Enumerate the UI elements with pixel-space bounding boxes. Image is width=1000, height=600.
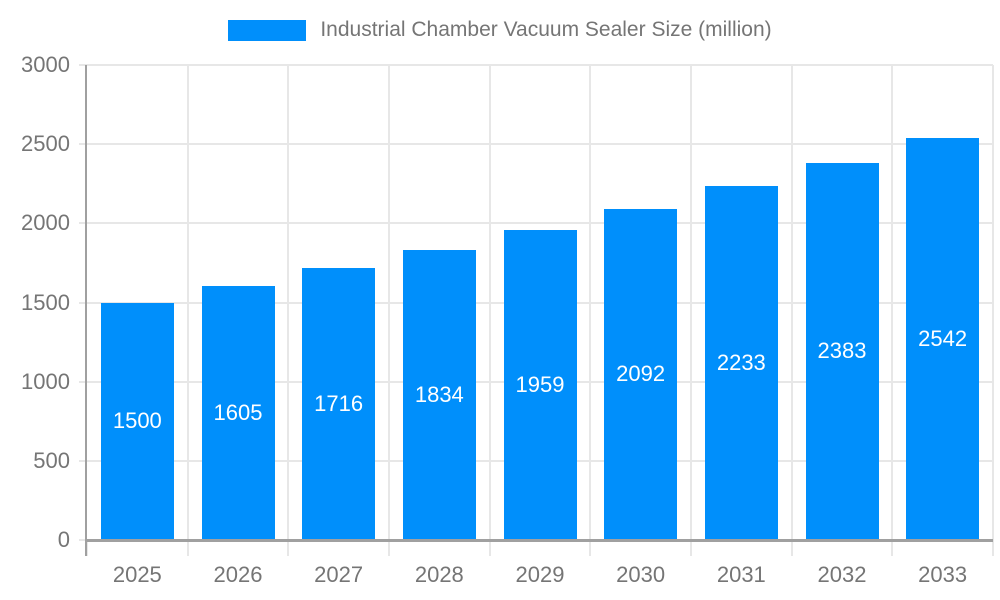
bar-value-label: 1959 <box>515 371 565 397</box>
bar-value-label: 1716 <box>314 391 364 417</box>
gridline-v <box>488 65 491 540</box>
bar[interactable]: 1605 <box>201 285 275 540</box>
gridline-h <box>87 143 993 146</box>
x-tick-label: 2029 <box>515 562 565 587</box>
bar[interactable]: 1834 <box>402 249 476 540</box>
x-tick <box>488 540 491 556</box>
y-tick <box>79 301 87 304</box>
x-tick <box>690 540 692 556</box>
gridline-h <box>87 222 993 225</box>
y-tick-label: 0 <box>57 527 70 552</box>
x-tick-label: 2032 <box>817 562 867 587</box>
y-tick-label: 1500 <box>21 289 70 315</box>
x-tick-label: 2033 <box>918 562 968 587</box>
legend-label: Industrial Chamber Vacuum Sealer Size (m… <box>320 18 772 41</box>
legend-swatch-icon <box>228 19 307 41</box>
y-tick <box>79 222 87 225</box>
y-tick-label: 2000 <box>21 210 70 236</box>
bar-value-label: 1605 <box>213 399 263 425</box>
bar[interactable]: 2383 <box>805 162 879 540</box>
bar[interactable]: 2233 <box>704 186 778 540</box>
x-tick <box>891 540 894 556</box>
legend-item[interactable]: Industrial Chamber Vacuum Sealer Size (m… <box>228 18 772 42</box>
y-tick-label: 3000 <box>21 52 70 77</box>
y-tick-label: 1000 <box>21 368 70 394</box>
gridline-v <box>287 65 290 540</box>
x-tick <box>992 540 994 556</box>
y-tick <box>79 539 87 541</box>
x-tick-label: 2028 <box>414 562 464 587</box>
x-tick-label: 2031 <box>716 562 766 587</box>
y-tick-label: 500 <box>33 447 70 473</box>
gridline-h <box>87 64 993 66</box>
x-tick <box>790 540 793 556</box>
y-axis-line <box>85 65 87 556</box>
x-tick-label: 2025 <box>112 562 162 587</box>
y-tick-label: 2500 <box>21 131 70 157</box>
bar[interactable]: 1716 <box>302 268 376 540</box>
x-tick <box>186 540 189 556</box>
gridline-v <box>690 65 692 540</box>
bar[interactable]: 1500 <box>100 302 174 540</box>
x-tick-label: 2026 <box>213 562 263 587</box>
x-tick-label: 2027 <box>314 562 364 587</box>
y-tick <box>79 380 87 383</box>
y-tick <box>79 459 87 462</box>
bar[interactable]: 2092 <box>604 208 678 540</box>
gridline-v <box>388 65 390 540</box>
bar-value-label: 2542 <box>918 325 968 351</box>
x-tick <box>388 540 390 556</box>
gridline-v <box>790 65 793 540</box>
bar[interactable]: 2542 <box>906 137 980 540</box>
x-axis-line <box>85 539 993 542</box>
x-tick <box>287 540 290 556</box>
x-tick <box>589 540 592 556</box>
bar[interactable]: 1959 <box>503 229 577 540</box>
bar-value-label: 2233 <box>716 350 766 376</box>
bar-value-label: 1834 <box>414 381 464 407</box>
gridline-v <box>992 65 994 540</box>
x-tick-label: 2030 <box>616 562 666 587</box>
x-tick <box>86 540 88 556</box>
gridline-v <box>186 65 189 540</box>
y-tick <box>79 64 87 66</box>
bar-value-label: 1500 <box>112 408 162 434</box>
y-tick <box>79 143 87 146</box>
bar-value-label: 2383 <box>817 338 867 364</box>
bar-value-label: 2092 <box>616 361 666 387</box>
gridline-v <box>589 65 592 540</box>
gridline-v <box>891 65 894 540</box>
legend: Industrial Chamber Vacuum Sealer Size (m… <box>0 18 1000 42</box>
